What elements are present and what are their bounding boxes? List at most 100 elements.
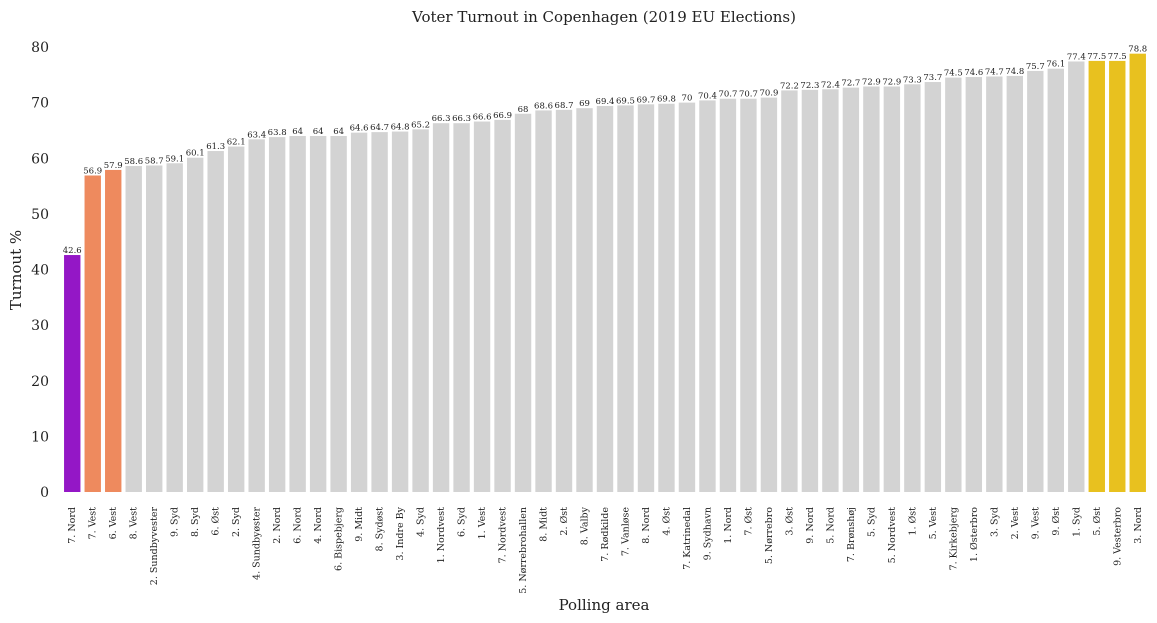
bar [105,169,122,492]
bar [1027,70,1044,492]
data-label: 66.9 [493,111,512,121]
bar [842,87,860,492]
y-tick-label: 10 [31,429,49,445]
x-tick-label: 2. Vest [1010,507,1021,540]
data-label: 58.6 [124,157,143,167]
data-label: 72.7 [841,79,860,89]
x-tick-label: 2. Syd [231,507,242,537]
x-tick-label: 4. Syd [416,507,427,537]
x-tick-label: 8. Nord [641,507,652,544]
bar [371,132,388,492]
bar [699,100,716,493]
bar [986,76,1003,492]
x-tick-label: 8. Valby [580,506,591,545]
data-label: 72.2 [780,81,799,91]
y-tick-label: 70 [31,96,49,112]
bar [945,77,962,492]
data-label: 68.6 [534,101,553,111]
data-label: 72.9 [882,77,901,87]
x-tick-label: 8. Midt [539,507,550,542]
data-label: 64 [292,127,303,137]
bar [64,255,81,492]
data-label: 77.5 [1108,52,1127,62]
bar [350,132,368,492]
bar [1006,75,1024,493]
x-tick-label: 3. Øst [784,507,795,536]
bar [801,89,819,493]
y-tick-label: 50 [31,207,49,223]
x-tick-label: 1. Østerbro [969,507,980,562]
x-tick-label: 8. Syd [190,507,201,537]
data-label: 68 [518,105,529,115]
data-label: 68.7 [555,101,574,111]
bar [186,157,204,492]
y-tick-label: 80 [31,40,49,56]
bar [146,165,163,492]
x-axis-label: Polling area [559,596,650,614]
bar [719,98,737,492]
bar [924,82,942,492]
data-label: 64.6 [350,124,369,134]
data-label: 72.9 [862,77,881,87]
x-tick-label: 3. Indre By [395,506,406,560]
x-tick-label: 7. Øst [743,507,754,536]
x-tick-label: 7. Vest [88,507,99,540]
x-tick-label: 2. Sundbyvester [149,507,160,586]
bar [289,136,306,492]
bar [166,163,183,492]
data-label: 70.7 [739,90,758,100]
data-label: 70.9 [759,89,778,99]
bar [227,146,245,492]
x-tick-label: 2. Nord [272,507,283,544]
data-label: 63.8 [268,128,287,138]
x-tick-label: 9. Nord [805,507,816,544]
x-tick-label: 6. Bispebjerg [334,507,345,571]
x-tick-label: 5. Syd [866,507,877,537]
bar [391,131,409,493]
bar [330,136,347,492]
bar [309,136,327,492]
data-label: 64 [313,127,324,137]
data-label: 56.9 [83,166,102,176]
x-tick-label: 9. Syd [170,507,181,537]
bar [658,103,675,493]
data-label: 69.7 [637,95,656,105]
x-tick-label: 9. Sydhavn [702,507,713,560]
data-label: 65.2 [411,120,430,130]
data-label: 74.6 [964,68,983,78]
bar [453,123,470,493]
y-tick-label: 40 [31,263,49,279]
x-tick-label: 7. Brønshøj [846,507,857,562]
x-tick-label: 7. Vanløse [620,507,631,556]
x-tick-label: 4. Sundbyøster [252,507,263,580]
bar [863,86,880,493]
bar [883,86,901,493]
data-label: 58.7 [145,156,164,166]
x-tick-label: 6. Vest [108,507,119,540]
data-label: 74.5 [944,69,963,79]
x-tick-label: 9. Øst [1051,507,1062,536]
x-tick-label: 2. Øst [559,507,570,536]
bar [740,98,757,492]
chart-title: Voter Turnout in Copenhagen (2019 EU Ele… [411,8,796,26]
data-label: 70 [682,94,693,104]
data-label: 60.1 [186,149,205,159]
data-label: 42.6 [63,246,82,256]
bar [494,119,511,493]
bar [1088,60,1105,492]
data-label: 63.4 [247,130,266,140]
data-label: 76.1 [1046,60,1065,70]
data-label: 64.8 [391,123,410,133]
x-tick-label: 1. Nordvest [436,507,447,564]
bar [617,105,634,492]
x-tick-label: 6. Øst [211,507,222,536]
bar [965,77,983,492]
y-tick-label: 20 [31,374,49,390]
data-label: 75.7 [1026,62,1045,72]
x-tick-label: 5. Nørrebro [764,507,775,564]
data-label: 73.3 [903,75,922,85]
bar [596,105,614,493]
data-label: 77.4 [1067,52,1086,62]
x-tick-label: 7. Rødkilde [600,507,611,562]
x-tick-label: 8. Vest [129,507,140,540]
